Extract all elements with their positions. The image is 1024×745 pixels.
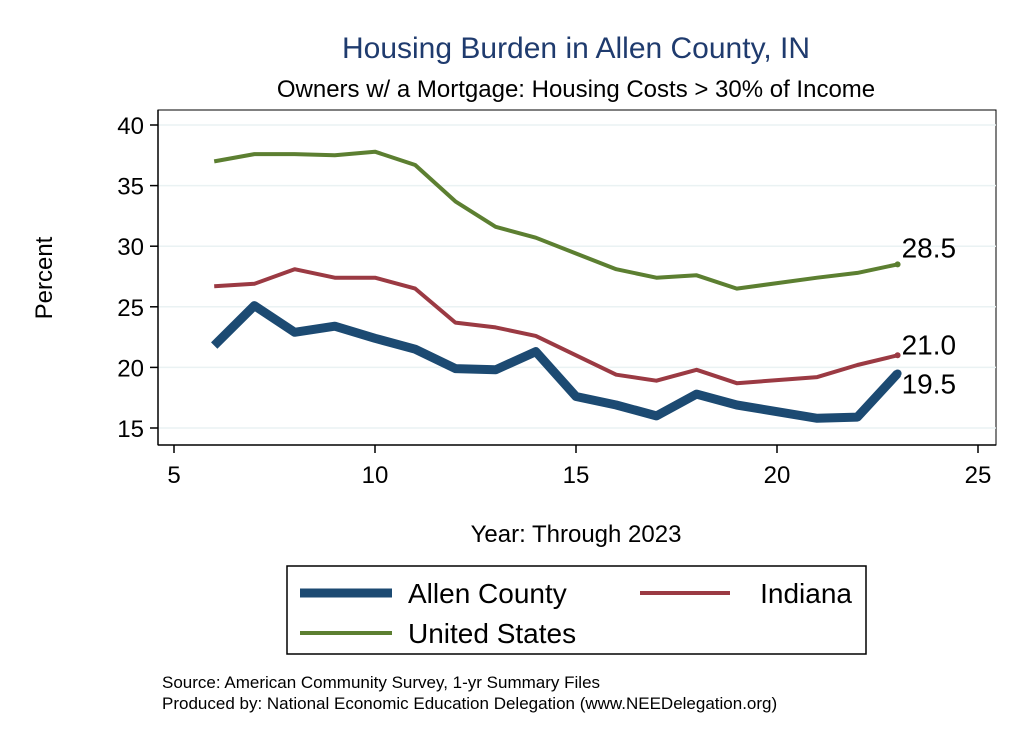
legend-label-allen-county: Allen County: [408, 578, 567, 609]
y-tick-label-40: 40: [117, 113, 144, 140]
gridlines: [158, 124, 996, 429]
end-point-allen-county: [893, 369, 902, 378]
chart-subtitle: Owners w/ a Mortgage: Housing Costs > 30…: [277, 76, 875, 103]
y-tick-label-15: 15: [117, 416, 144, 443]
plot-area: [157, 109, 997, 446]
x-axis-ticks: 5 10 15 20 25: [167, 445, 991, 489]
legend-label-indiana: Indiana: [760, 578, 852, 609]
y-tick-label-20: 20: [117, 355, 144, 382]
y-tick-label-25: 25: [117, 295, 144, 322]
x-tick-label-20: 20: [764, 462, 791, 489]
source-note: Source: American Community Survey, 1-yr …: [162, 673, 600, 692]
axes: [157, 110, 996, 446]
x-tick-label-5: 5: [167, 462, 180, 489]
legend-label-united-states: United States: [408, 618, 576, 649]
legend: Allen County Indiana United States: [286, 565, 867, 655]
series-line-indiana: [214, 267, 899, 386]
end-label-allen-county: 19.5: [902, 368, 957, 399]
series-line-united-states: [213, 149, 899, 291]
y-tick-label-35: 35: [117, 174, 144, 201]
end-point-indiana: [894, 352, 901, 359]
x-tick-label-15: 15: [563, 462, 590, 489]
series-lines: [211, 149, 902, 423]
end-label-indiana: 21.0: [902, 329, 957, 360]
end-labels: 19.5 21.0 28.5: [902, 232, 957, 399]
end-point-united-states: [894, 261, 901, 268]
chart-title: Housing Burden in Allen County, IN: [342, 32, 810, 65]
x-axis-label: Year: Through 2023: [471, 521, 682, 548]
y-axis-label: Percent: [31, 236, 58, 319]
series-line-allen-county: [211, 301, 901, 423]
legend-box: [286, 565, 867, 655]
y-tick-label-30: 30: [117, 234, 144, 261]
end-label-united-states: 28.5: [902, 232, 957, 263]
producer-note: Produced by: National Economic Education…: [162, 694, 777, 713]
x-tick-label-10: 10: [362, 462, 389, 489]
x-tick-label-25: 25: [965, 462, 992, 489]
legend-items: Allen County Indiana United States: [300, 578, 852, 649]
y-axis-ticks: 15 20 25 30 35 40: [117, 113, 158, 443]
